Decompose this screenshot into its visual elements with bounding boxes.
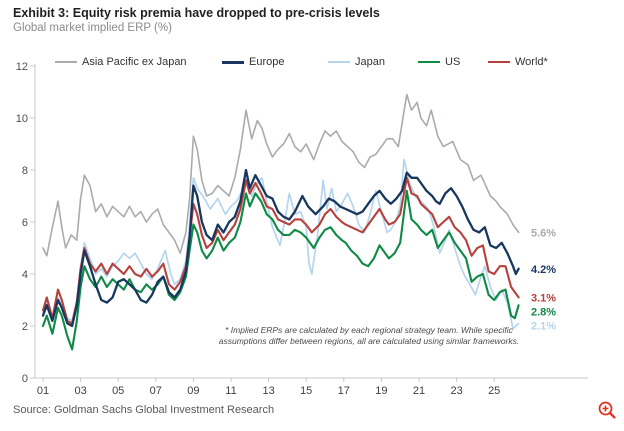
x-axis-tick-label: 03 [74, 385, 86, 397]
y-axis-tick-label: 6 [22, 217, 28, 229]
legend-label: Japan [355, 56, 385, 68]
end-label-asia-pacific-ex-japan: 5.6% [531, 227, 556, 239]
y-axis-tick-label: 2 [22, 321, 28, 333]
legend-label: Europe [249, 56, 285, 68]
chart-legend: Asia Pacific ex Japan Europe Japan US World* [0, 56, 624, 72]
x-axis-tick-label: 05 [112, 385, 124, 397]
end-label-europe: 4.2% [531, 264, 556, 276]
legend-item-us: US [418, 56, 460, 68]
x-axis-tick-label: 25 [488, 385, 500, 397]
end-label-japan: 2.1% [531, 320, 556, 332]
y-axis-tick-label: 8 [22, 165, 28, 177]
legend-label: Asia Pacific ex Japan [82, 56, 187, 68]
legend-item-asia-pacific-ex-japan: Asia Pacific ex Japan [55, 56, 187, 68]
legend-swatch-us [418, 61, 440, 63]
exhibit-subtitle: Global market implied ERP (%) [13, 22, 172, 34]
x-axis-tick-label: 21 [413, 385, 425, 397]
y-axis-tick-label: 10 [16, 113, 28, 125]
x-axis-tick-label: 15 [300, 385, 312, 397]
legend-item-japan: Japan [328, 56, 385, 68]
series-japan [42, 158, 520, 330]
zoom-in-icon[interactable] [597, 400, 617, 420]
legend-label: US [445, 56, 461, 68]
y-axis-tick-label: 12 [16, 61, 28, 73]
x-axis-tick-label: 11 [225, 385, 236, 397]
x-axis-tick-label: 17 [338, 385, 350, 397]
legend-swatch-europe [222, 60, 244, 64]
chart-footnote: * Implied ERPs are calculated by each re… [218, 325, 520, 346]
legend-swatch-japan [328, 61, 350, 63]
legend-swatch-asia-pacific-ex-japan [55, 61, 77, 63]
series-asia-pacific-ex-japan [42, 93, 520, 257]
x-axis-tick-label: 23 [450, 385, 462, 397]
x-axis-tick-label: 13 [262, 385, 274, 397]
x-axis-tick-label: 07 [150, 385, 162, 397]
series-world [41, 176, 520, 325]
x-axis-tick-label: 09 [187, 385, 199, 397]
y-axis-tick-label: 0 [22, 373, 28, 385]
end-label-world: 3.1% [531, 292, 556, 304]
end-label-us: 2.8% [531, 306, 556, 318]
exhibit-title: Exhibit 3: Equity risk premia have dropp… [13, 6, 380, 20]
legend-swatch-world [488, 61, 510, 63]
source-text: Source: Goldman Sachs Global Investment … [13, 404, 275, 416]
x-axis-tick-label: 19 [375, 385, 387, 397]
legend-label: World* [515, 56, 548, 68]
legend-item-europe: Europe [222, 56, 284, 68]
series-europe [41, 168, 520, 328]
y-axis-tick-label: 4 [22, 269, 28, 281]
x-axis-tick-label: 01 [37, 385, 49, 397]
legend-item-world: World* [488, 56, 548, 68]
